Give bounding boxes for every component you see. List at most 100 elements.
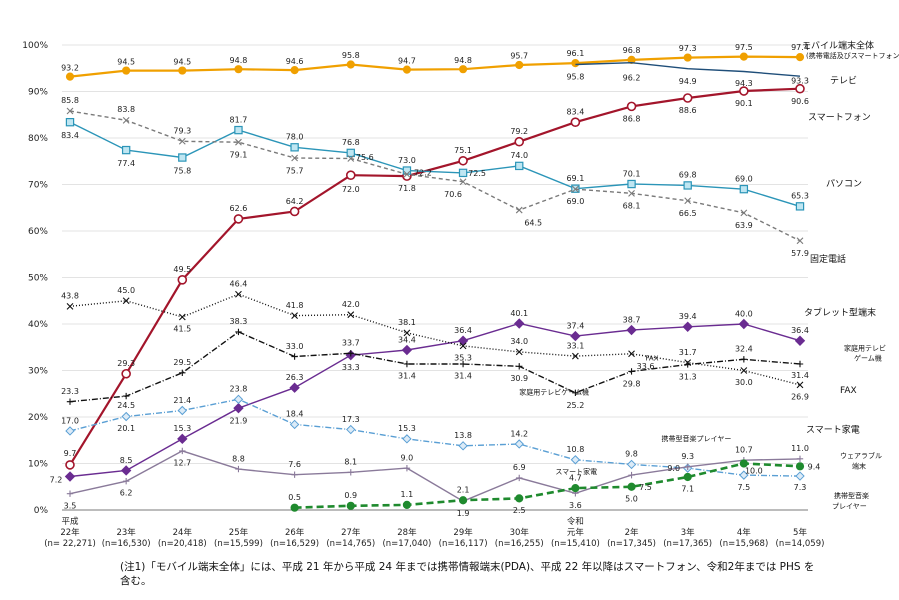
data-point bbox=[739, 86, 749, 96]
data-label: 72.5 bbox=[468, 169, 486, 178]
data-point bbox=[66, 398, 74, 405]
data-label: 72.0 bbox=[342, 185, 360, 194]
data-label: 69.0 bbox=[566, 197, 584, 206]
x-tick-label: (n=15,599) bbox=[214, 539, 263, 549]
series-name-label: FAX bbox=[840, 386, 857, 396]
y-tick-label: 10% bbox=[28, 460, 48, 470]
data-point bbox=[684, 463, 691, 470]
data-label: 75.1 bbox=[454, 146, 472, 155]
x-tick-label: 5年 bbox=[793, 527, 807, 538]
data-point bbox=[177, 433, 188, 445]
series-name-label: スマート家電 bbox=[806, 424, 860, 436]
data-point bbox=[347, 155, 355, 162]
series-path bbox=[69, 293, 801, 386]
x-tick-label: (n=17,040) bbox=[382, 539, 431, 549]
data-label: 26.9 bbox=[791, 393, 809, 402]
series-name-label: テレビ bbox=[830, 75, 857, 86]
data-label: 75.6 bbox=[356, 153, 374, 162]
data-point bbox=[458, 65, 468, 74]
series-line bbox=[66, 107, 804, 245]
data-label: 40.1 bbox=[510, 309, 528, 318]
data-label: 95.8 bbox=[342, 51, 360, 60]
series-name-label: プレイヤー bbox=[832, 502, 867, 510]
data-point bbox=[179, 369, 186, 377]
data-label: 69.1 bbox=[566, 174, 584, 183]
series-line bbox=[66, 290, 804, 389]
x-tick-label: 23年 bbox=[116, 527, 136, 538]
data-point bbox=[121, 145, 131, 155]
data-label: 97.4 bbox=[791, 43, 809, 52]
data-label: 96.8 bbox=[623, 46, 641, 55]
x-tick-label: 4年 bbox=[737, 527, 751, 538]
data-point bbox=[628, 189, 635, 197]
data-label: 8.8 bbox=[232, 454, 245, 463]
data-label: 49.5 bbox=[173, 265, 191, 274]
series-path bbox=[69, 322, 801, 478]
data-point bbox=[403, 329, 411, 337]
data-point bbox=[289, 382, 300, 393]
data-label: 13.8 bbox=[454, 431, 472, 440]
data-point bbox=[739, 459, 748, 468]
data-label: 94.8 bbox=[454, 56, 472, 65]
x-tick-label: (n=20,418) bbox=[158, 539, 207, 549]
data-label: 93.2 bbox=[61, 63, 79, 72]
data-point bbox=[458, 168, 468, 178]
data-label: 94.5 bbox=[173, 57, 191, 66]
data-label: 6.9 bbox=[513, 463, 526, 472]
series-name-label: 携帯型音楽プレイヤー bbox=[662, 434, 732, 443]
data-point bbox=[683, 181, 692, 190]
data-label: 70.1 bbox=[623, 169, 641, 178]
series-name-label: ウェアラブル bbox=[840, 451, 882, 460]
y-axis: 0% 10% 20% 30% 40% 50% 60% 70% 80% 90% 100% bbox=[22, 41, 48, 516]
data-point bbox=[291, 353, 298, 360]
data-point bbox=[346, 501, 355, 510]
x-tick-label: 24年 bbox=[173, 527, 193, 538]
data-point bbox=[683, 53, 692, 62]
data-point bbox=[794, 335, 806, 346]
data-label: 38.7 bbox=[623, 315, 641, 324]
data-label: 94.8 bbox=[230, 56, 248, 65]
data-label: 33.6 bbox=[637, 362, 655, 371]
x-tick-label: (n=16,529) bbox=[270, 539, 319, 549]
series-path bbox=[69, 450, 801, 502]
data-label: 79.3 bbox=[173, 127, 191, 136]
x-tick-label: 28年 bbox=[397, 527, 417, 538]
data-point bbox=[740, 209, 748, 217]
data-label: 45.0 bbox=[117, 286, 135, 295]
data-label: 95.7 bbox=[510, 52, 528, 61]
data-label: 65.3 bbox=[791, 192, 809, 201]
data-label: 9.4 bbox=[808, 462, 821, 471]
data-label: 68.1 bbox=[623, 201, 641, 210]
data-point bbox=[235, 328, 242, 336]
data-point bbox=[402, 434, 412, 444]
data-point bbox=[402, 500, 412, 509]
data-point bbox=[459, 342, 467, 350]
series-line bbox=[65, 52, 805, 81]
data-point bbox=[290, 66, 299, 75]
x-tick-label: 22年 bbox=[60, 527, 80, 538]
data-label: 35.3 bbox=[454, 353, 472, 362]
series-path bbox=[69, 110, 801, 242]
data-label: 18.4 bbox=[286, 410, 304, 419]
data-point bbox=[65, 460, 75, 470]
data-label: 83.4 bbox=[566, 107, 584, 116]
series-line bbox=[575, 61, 801, 77]
data-label: 7.6 bbox=[288, 460, 301, 469]
data-point bbox=[122, 116, 130, 124]
data-label: 94.9 bbox=[679, 77, 697, 86]
data-label: 30.9 bbox=[510, 374, 528, 383]
data-point bbox=[290, 143, 299, 152]
series-path bbox=[69, 331, 801, 403]
x-tick-label: (n= 22,271) bbox=[44, 539, 96, 549]
data-point bbox=[289, 206, 300, 217]
data-label: 90.6 bbox=[791, 97, 809, 106]
data-label: 64.2 bbox=[286, 197, 304, 206]
data-label: 10.0 bbox=[745, 466, 763, 475]
data-point bbox=[796, 237, 804, 245]
data-label: 78.0 bbox=[286, 133, 304, 142]
series-line bbox=[64, 318, 806, 482]
series-name-label: 携帯型音楽 bbox=[834, 491, 869, 500]
data-point bbox=[740, 367, 748, 374]
data-label: 7.2 bbox=[50, 475, 63, 484]
data-point bbox=[233, 214, 244, 224]
